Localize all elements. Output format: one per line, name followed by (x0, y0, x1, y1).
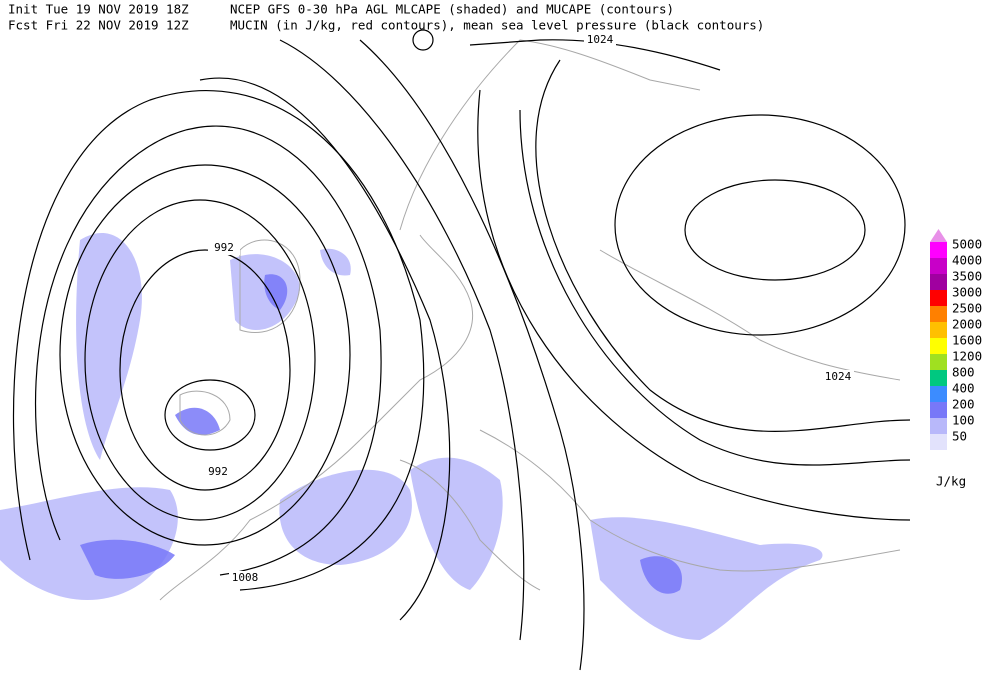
legend-unit: J/kg (936, 474, 966, 489)
legend-swatch (930, 242, 947, 258)
isobars (12, 29, 911, 671)
legend-label: 2000 (952, 317, 982, 332)
legend-label: 400 (952, 381, 975, 396)
label-bg (229, 571, 261, 585)
label-bg (202, 465, 234, 479)
legend-label: 50 (952, 429, 967, 444)
legend-label: 2500 (952, 301, 982, 316)
legend-label: 100 (952, 413, 975, 428)
legend-swatch (930, 274, 947, 290)
legend-arrow (930, 229, 947, 242)
legend-label: 4000 (952, 253, 982, 268)
legend-swatch (930, 338, 947, 354)
legend-swatch (930, 258, 947, 274)
product-subtitle: MUCIN (in J/kg, red contours), mean sea … (230, 18, 764, 33)
legend-label: 1600 (952, 333, 982, 348)
legend-label: 800 (952, 365, 975, 380)
legend-label: 3500 (952, 269, 982, 284)
contour-label: 992 (214, 241, 234, 254)
contour-label: 1008 (232, 571, 259, 584)
legend-label: 200 (952, 397, 975, 412)
forecast-time: Fcst Fri 22 NOV 2019 12Z (8, 18, 189, 33)
legend-swatch (930, 354, 947, 370)
contour-label: 1024 (587, 33, 614, 46)
legend-swatch (930, 386, 947, 402)
legend-label: 1200 (952, 349, 982, 364)
label-bg (584, 33, 616, 47)
legend-swatch (930, 306, 947, 322)
legend-swatch (930, 402, 947, 418)
init-time: Init Tue 19 NOV 2019 18Z (8, 2, 189, 17)
legend-swatch (930, 290, 947, 306)
product-title: NCEP GFS 0-30 hPa AGL MLCAPE (shaded) an… (230, 2, 674, 17)
legend-swatch (930, 370, 947, 386)
legend-swatch (930, 434, 947, 450)
cape-shading (0, 232, 823, 640)
legend-label: 5000 (952, 237, 982, 252)
legend-swatch (930, 418, 947, 434)
legend-swatch (930, 322, 947, 338)
contour-label: 1024 (825, 370, 852, 383)
legend-label: 3000 (952, 285, 982, 300)
label-bg (822, 370, 854, 384)
label-bg (208, 241, 240, 255)
contour-label: 992 (208, 465, 228, 478)
